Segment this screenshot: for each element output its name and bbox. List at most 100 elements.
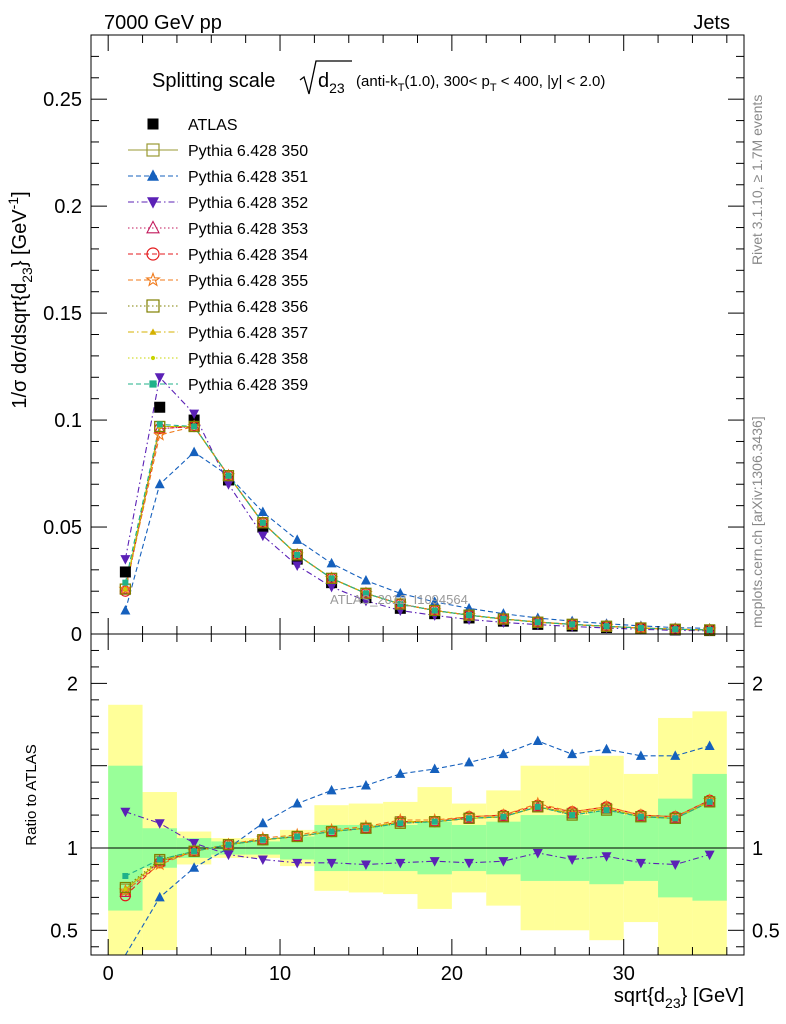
legend-marker [149, 380, 157, 388]
plot-title-cuts: (anti-kT(1.0), 300< pT < 400, |y| < 2.0) [356, 73, 605, 94]
main-point-s10-3 [225, 472, 232, 479]
legend-label: Pythia 6.428 357 [188, 325, 308, 342]
main-point-s10-8 [397, 601, 404, 608]
xtick-label: 10 [269, 963, 291, 985]
legend-label: Pythia 6.428 350 [188, 143, 308, 160]
legend-marker [146, 247, 160, 261]
ratio-point-s1-9 [429, 763, 440, 773]
xtick-label: 0 [103, 963, 114, 985]
main-point-s10-1 [156, 421, 163, 428]
legend-marker [147, 197, 159, 209]
main-ytick-label: 0.25 [43, 89, 82, 111]
ratio-axis-ticks [91, 634, 744, 955]
ratio-ytick-label-right: 1 [752, 838, 763, 860]
main-point-s3-7 [360, 596, 371, 607]
ratio-point-s6-6 [325, 825, 338, 838]
ratio-point-s2-8 [395, 858, 406, 869]
main-point-s10-12 [534, 619, 541, 626]
ratio-point-s2-13 [567, 855, 578, 866]
ratio-point-s6-7 [360, 822, 372, 834]
ratio-ytick-label-right: 0.5 [752, 920, 780, 942]
legend-entry-9: Pythia 6.428 358 [128, 351, 308, 368]
legend-entry-4: Pythia 6.428 353 [128, 220, 308, 238]
main-point-s2-5 [292, 534, 303, 544]
ratio-point-s9-3 [225, 841, 232, 848]
main-point-s7-4 [257, 517, 269, 529]
ratio-point-s9-7 [362, 825, 369, 832]
main-point-s10-9 [431, 607, 438, 614]
main-point-s7-6 [325, 572, 338, 584]
legend-marker [149, 328, 157, 335]
main-point-s3-0 [120, 555, 131, 565]
main-axis-ticks [91, 34, 744, 635]
plot-title-variable: d23 [318, 70, 345, 96]
ratio-point-s1-1 [154, 891, 165, 902]
main-point-s2-4 [257, 506, 268, 517]
main-point-s7-15 [635, 622, 647, 634]
ratio-point-s6-17 [704, 796, 716, 808]
main-series-markers [118, 373, 717, 637]
main-point-s10-5 [294, 551, 301, 558]
ratio-point-s1-15 [635, 750, 646, 760]
legend-label: Pythia 6.428 354 [188, 247, 308, 264]
ratio-point-s2-3 [223, 850, 234, 861]
main-point-s2-9 [429, 596, 440, 606]
main-point-s7-3 [222, 470, 235, 482]
main-point-s2-0 [120, 604, 131, 615]
main-ylabel: 1/σ dσ/dsqrt{d23} [GeV-1] [5, 191, 35, 408]
legend-marker [146, 220, 160, 234]
ratio-point-s2-14 [601, 852, 612, 862]
ratio-point-s2-6 [326, 858, 337, 869]
legend-label: Pythia 6.428 352 [188, 195, 308, 212]
ratio-line-series-5 [125, 799, 710, 892]
ratio-point-s2-4 [257, 855, 268, 866]
ratio-point-s6-14 [600, 804, 613, 816]
main-ytick-label: 0.05 [43, 517, 82, 539]
ratio-point-s6-4 [257, 834, 269, 846]
main-line-series-10 [124, 423, 710, 631]
legend-entry-1: Pythia 6.428 350 [128, 143, 308, 160]
main-ytick-label: 0.2 [54, 196, 82, 218]
header-energy-label: 7000 GeV pp [104, 12, 222, 34]
legend-marker [147, 118, 159, 130]
main-point-s10-14 [603, 623, 610, 630]
main-point-s3-2 [189, 409, 200, 420]
main-point-s10-15 [637, 625, 644, 632]
ratio-point-s9-4 [259, 836, 266, 843]
legend-entry-3: Pythia 6.428 352 [128, 195, 308, 212]
legend-entry-6: Pythia 6.428 355 [128, 271, 308, 290]
ratio-point-s9-17 [706, 798, 713, 805]
sqrt-symbol [299, 60, 352, 95]
ratio-point-s9-0 [122, 872, 129, 879]
ratio-point-s6-15 [635, 811, 647, 823]
legend-entry-7: Pythia 6.428 356 [128, 299, 308, 316]
ratio-line-series-2 [125, 811, 710, 866]
ratio-point-s8-0 [123, 887, 128, 891]
main-point-s7-14 [600, 620, 613, 632]
ratio-point-s5-1 [152, 857, 167, 871]
ratio-point-s2-16 [670, 860, 681, 870]
legend-label: Pythia 6.428 353 [188, 221, 308, 238]
ratio-line-series-1 [124, 740, 710, 956]
ratio-point-s6-11 [497, 811, 510, 823]
main-point-s3-4 [257, 531, 268, 542]
legend-label: Pythia 6.428 359 [188, 377, 308, 394]
xtick-labels: 0 10 20 30 [103, 963, 635, 985]
ratio-point-s9-8 [397, 820, 404, 827]
main-point-s3-5 [292, 561, 303, 572]
xtick-label: 30 [613, 963, 635, 985]
ratio-line-series-8 [125, 801, 710, 890]
legend-marker [146, 143, 160, 157]
main-point-s2-6 [326, 557, 337, 568]
ratio-ytick-label-left: 0.5 [50, 920, 78, 942]
main-point-s7-11 [497, 613, 510, 625]
ratio-point-s2-2 [189, 839, 200, 849]
ratio-point-s2-17 [704, 850, 715, 861]
analysis-watermark: ATLAS_2012_I1094564 [330, 592, 468, 607]
legend-marker [146, 299, 160, 313]
ratio-point-s9-9 [431, 818, 438, 825]
main-point-s7-9 [429, 604, 441, 617]
ratio-point-s9-16 [672, 815, 679, 822]
legend-label: Pythia 6.428 351 [188, 169, 308, 186]
